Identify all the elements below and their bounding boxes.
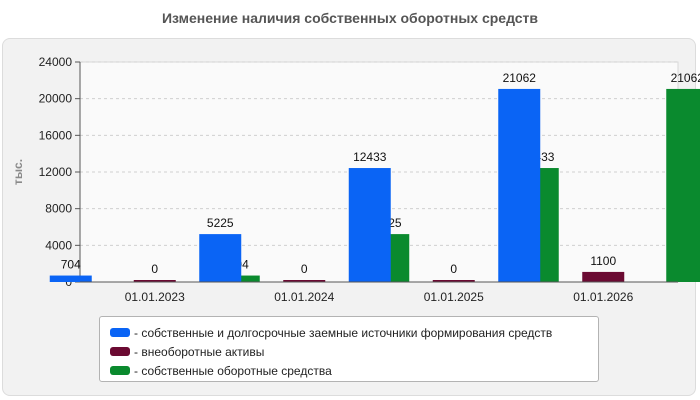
data-label: 5225 xyxy=(207,216,234,230)
y-tick-label: 24000 xyxy=(39,55,73,69)
gridlines xyxy=(80,61,678,246)
legend-swatch-noncurrent xyxy=(110,347,130,356)
legend-item-noncurrent: - внеоборотные активы xyxy=(110,342,598,361)
legend-swatch-working-capital xyxy=(110,366,130,375)
data-label: 0 xyxy=(301,262,308,276)
data-label: 704 xyxy=(61,258,81,272)
legend-swatch-sources xyxy=(110,328,130,337)
y-tick-label: 12000 xyxy=(39,165,73,179)
bar xyxy=(133,280,176,282)
x-tick-label: 01.01.2023 xyxy=(125,290,185,304)
chart-title: Изменение наличия собственных оборотных … xyxy=(161,10,539,26)
y-tick-label: 4000 xyxy=(45,238,72,252)
bars: 7040704522505225124330124332106211002106… xyxy=(49,71,700,282)
data-label: 0 xyxy=(450,262,457,276)
y-axis: 04000800012000160002000024000 xyxy=(39,55,81,289)
bar xyxy=(283,280,326,282)
legend-item-working-capital: - собственные оборотные средства xyxy=(110,361,598,380)
y-tick-label: 16000 xyxy=(39,128,73,142)
data-label: 0 xyxy=(151,262,158,276)
bar xyxy=(199,234,242,282)
legend-label-sources: - собственные и долгосрочные заемные ист… xyxy=(134,325,553,340)
x-axis: 01.01.2023 01.01.2024 01.01.2025 01.01.2026 xyxy=(80,281,678,304)
data-label: 21062 xyxy=(671,71,700,85)
x-tick-label: 01.01.2026 xyxy=(573,290,633,304)
x-tick-label: 01.01.2024 xyxy=(274,290,334,304)
data-label: 12433 xyxy=(353,150,387,164)
bar xyxy=(666,88,700,282)
legend: - собственные и долгосрочные заемные ист… xyxy=(99,316,599,382)
y-axis-label: тыс. xyxy=(11,159,25,185)
data-label: 21062 xyxy=(503,71,537,85)
bar xyxy=(49,275,92,282)
x-tick-label: 01.01.2025 xyxy=(424,290,484,304)
bar xyxy=(582,271,625,282)
y-tick-label: 20000 xyxy=(39,92,73,106)
data-label: 1100 xyxy=(590,254,616,268)
bar xyxy=(432,280,475,282)
bar xyxy=(348,168,391,282)
legend-label-noncurrent: - внеоборотные активы xyxy=(134,344,265,359)
bar xyxy=(498,88,541,282)
legend-item-sources: - собственные и долгосрочные заемные ист… xyxy=(110,323,598,342)
y-tick-label: 8000 xyxy=(45,202,72,216)
legend-label-working-capital: - собственные оборотные средства xyxy=(134,363,332,378)
